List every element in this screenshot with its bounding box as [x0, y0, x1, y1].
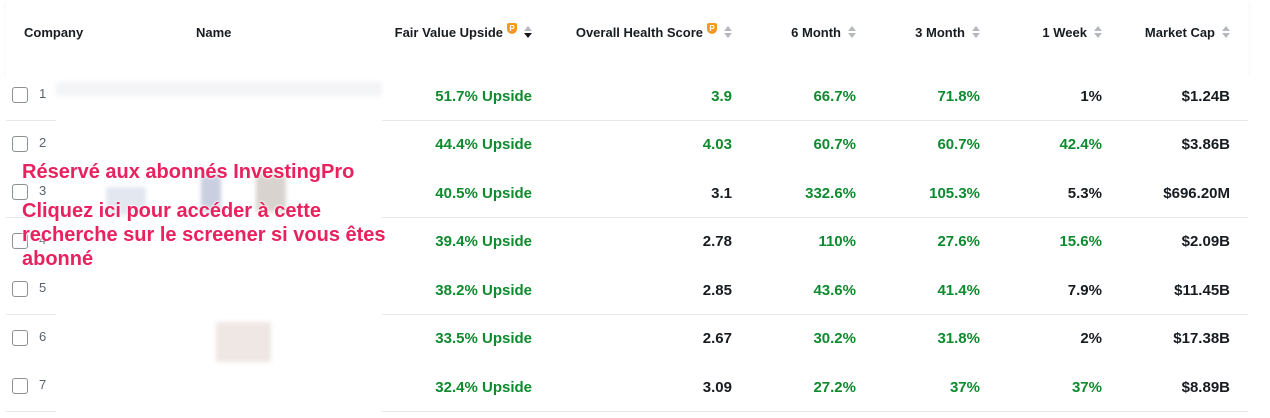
market-cap-cell: $11.45B: [1174, 281, 1230, 299]
row-index: 5: [39, 280, 47, 295]
subscriber-only-overlay[interactable]: Réservé aux abonnés InvestingPro Cliquez…: [22, 160, 442, 271]
row-checkbox[interactable]: [12, 281, 28, 297]
row-index: 6: [39, 328, 47, 344]
row-index: 7: [39, 377, 47, 392]
fair-value-upside-cell: 32.4% Upside: [435, 378, 532, 396]
col-1-week-label: 1 Week: [1042, 24, 1087, 40]
three-month-cell: 41.4%: [937, 281, 980, 299]
one-week-cell: 2%: [1080, 330, 1102, 347]
three-month-cell: 31.8%: [937, 330, 980, 347]
fair-value-upside-cell: 38.2% Upside: [435, 281, 532, 299]
sort-icon[interactable]: [724, 26, 732, 38]
row-index: 4: [39, 231, 47, 247]
row-checkbox[interactable]: [12, 329, 28, 346]
market-cap-cell: $3.86B: [1181, 136, 1230, 153]
row-checkbox[interactable]: [12, 135, 28, 152]
six-month-cell: 60.7%: [813, 136, 856, 153]
col-company-label: Company: [24, 24, 84, 40]
pro-badge-icon: P: [507, 22, 517, 34]
health-score-cell: 3.1: [711, 184, 732, 202]
one-week-cell: 1%: [1080, 87, 1102, 105]
one-week-cell: 15.6%: [1059, 233, 1102, 250]
row-checkbox[interactable]: [12, 184, 28, 200]
market-cap-cell: $696.20M: [1163, 184, 1230, 202]
sort-icon[interactable]: [1094, 26, 1102, 38]
fair-value-upside-cell: 33.5% Upside: [435, 330, 532, 347]
fair-value-upside-cell: 44.4% Upside: [435, 136, 532, 153]
col-company: Company: [24, 0, 83, 64]
health-score-cell: 3.09: [702, 378, 732, 396]
col-name-label: Name: [196, 24, 232, 40]
three-month-cell: 37%: [949, 378, 980, 396]
row-checkbox[interactable]: [12, 232, 28, 249]
col-3-month[interactable]: 3 Month: [870, 0, 980, 64]
one-week-cell: 42.4%: [1059, 136, 1102, 153]
row-index: 1: [39, 86, 47, 101]
col-overall-health-score-label: Overall Health Score: [575, 24, 703, 40]
table-row[interactable]: 5 38.2% Upside 2.85 43.6% 41.4% 7.9% $11.45B: [6, 266, 1248, 315]
col-market-cap-label: Market Cap: [1144, 24, 1215, 40]
col-overall-health-score[interactable]: Overall Health Score P: [546, 0, 732, 64]
market-cap-cell: $2.09B: [1181, 233, 1230, 250]
row-checkbox[interactable]: [12, 87, 28, 103]
health-score-cell: 2.67: [702, 330, 732, 347]
col-fair-value-upside-label: Fair Value Upside: [394, 24, 503, 40]
row-checkbox[interactable]: [12, 378, 28, 394]
market-cap-cell: $17.38B: [1173, 330, 1230, 347]
three-month-cell: 71.8%: [937, 87, 980, 105]
market-cap-cell: $1.24B: [1181, 87, 1230, 105]
market-cap-cell: $8.89B: [1181, 378, 1230, 396]
health-score-cell: 4.03: [702, 136, 732, 153]
table-header: Company Name Fair Value Upside P Overall…: [6, 0, 1248, 73]
one-week-cell: 37%: [1071, 378, 1102, 396]
fair-value-upside-cell: 51.7% Upside: [435, 87, 532, 105]
six-month-cell: 43.6%: [813, 281, 856, 299]
table-row[interactable]: 1 51.7% Upside 3.9 66.7% 71.8% 1% $1.24B: [6, 72, 1248, 121]
row-index: 3: [39, 183, 47, 198]
table-row[interactable]: 7 32.4% Upside 3.09 27.2% 37% 37% $8.89B: [6, 363, 1248, 412]
health-score-cell: 2.78: [702, 233, 732, 250]
col-name: Name: [196, 0, 231, 64]
one-week-cell: 5.3%: [1067, 184, 1102, 202]
sort-icon[interactable]: [1222, 26, 1230, 38]
three-month-cell: 27.6%: [937, 233, 980, 250]
health-score-cell: 3.9: [711, 87, 732, 105]
fair-value-upside-cell: 40.5% Upside: [435, 184, 532, 202]
table-row[interactable]: 6 33.5% Upside 2.67 30.2% 31.8% 2% $17.38B: [6, 314, 1248, 364]
one-week-cell: 7.9%: [1067, 281, 1102, 299]
access-screener-link[interactable]: Cliquez ici pour accéder à cette recherc…: [22, 200, 386, 270]
col-6-month-label: 6 Month: [791, 24, 841, 40]
sort-icon[interactable]: [972, 26, 980, 38]
col-1-week[interactable]: 1 Week: [994, 0, 1102, 64]
col-market-cap[interactable]: Market Cap: [1116, 0, 1230, 64]
pro-badge-icon: P: [707, 22, 717, 34]
col-3-month-label: 3 Month: [915, 24, 965, 40]
three-month-cell: 105.3%: [929, 184, 980, 202]
six-month-cell: 66.7%: [813, 87, 856, 105]
col-fair-value-upside[interactable]: Fair Value Upside P: [376, 0, 532, 64]
col-6-month[interactable]: 6 Month: [746, 0, 856, 64]
sort-icon[interactable]: [848, 26, 856, 38]
fair-value-upside-cell: 39.4% Upside: [435, 233, 532, 250]
six-month-cell: 30.2%: [813, 330, 856, 347]
three-month-cell: 60.7%: [937, 136, 980, 153]
subscriber-only-message: Réservé aux abonnés InvestingPro: [22, 161, 355, 183]
row-index: 2: [39, 134, 47, 150]
six-month-cell: 332.6%: [805, 184, 856, 202]
six-month-cell: 27.2%: [813, 378, 856, 396]
six-month-cell: 110%: [818, 233, 856, 250]
health-score-cell: 2.85: [702, 281, 732, 299]
sort-desc-icon[interactable]: [524, 26, 532, 38]
